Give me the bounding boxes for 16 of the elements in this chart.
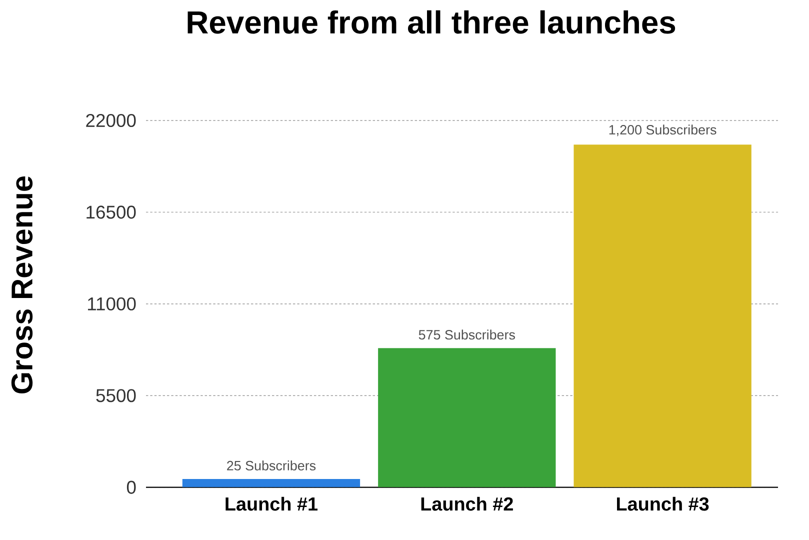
bar bbox=[182, 478, 360, 488]
x-tick-label: Launch #3 bbox=[617, 496, 709, 511]
y-tick-label: 22000 bbox=[86, 114, 136, 128]
annotation: 575 Subscribers bbox=[418, 330, 515, 340]
annotation: 1,200 Subscribers bbox=[609, 124, 716, 136]
x-tick-label: Launch #2 bbox=[421, 496, 513, 511]
bar bbox=[574, 144, 752, 488]
y-tick-label: 5500 bbox=[96, 389, 136, 402]
y-tick-label: 0 bbox=[126, 480, 136, 494]
chart-title: Revenue from all three launches bbox=[188, 10, 676, 34]
y-tick-label: 16500 bbox=[86, 206, 136, 219]
annotation: 25 Subscribers bbox=[227, 460, 316, 470]
y-axis-title: Gross Revenue bbox=[11, 176, 33, 394]
bar bbox=[378, 348, 556, 488]
x-tick-label: Launch #1 bbox=[226, 496, 318, 511]
y-tick-label: 11000 bbox=[88, 297, 136, 310]
